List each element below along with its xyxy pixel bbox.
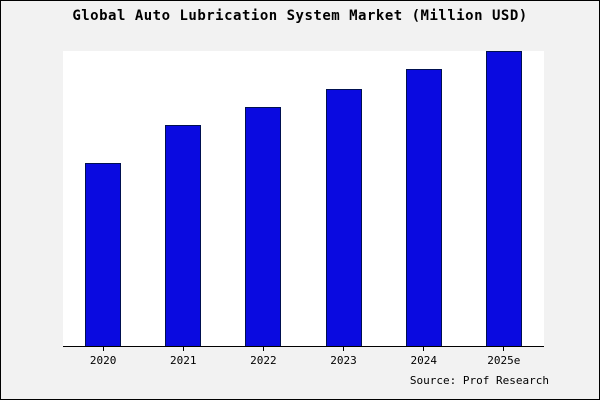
x-axis-label-2024: 2024 — [410, 354, 437, 367]
x-label-cell-2025e: 2025e — [486, 347, 522, 371]
bar-column-2023 — [325, 51, 362, 346]
x-axis-tick — [343, 347, 345, 351]
bar-column-2025e — [485, 51, 522, 346]
x-axis-tick — [423, 347, 425, 351]
bar-2020 — [85, 163, 122, 346]
x-axis-label-2025e: 2025e — [487, 354, 521, 367]
x-axis-tick — [102, 347, 104, 351]
x-label-cell-2022: 2022 — [245, 347, 281, 371]
x-axis-labels: 2020 2021 2022 2023 2024 2025e — [63, 347, 544, 371]
plot-area — [63, 51, 544, 347]
x-label-cell-2020: 2020 — [85, 347, 121, 371]
x-axis-label-2020: 2020 — [89, 354, 117, 367]
x-label-cell-2023: 2023 — [326, 347, 362, 371]
bar-2024 — [405, 69, 442, 346]
bar-2022 — [245, 107, 282, 346]
x-axis-tick — [182, 347, 184, 351]
source-note: Source: Prof Research — [409, 374, 549, 387]
x-axis-label-2022: 2022 — [250, 354, 277, 367]
x-axis-label-2021: 2021 — [169, 354, 197, 367]
bar-column-2022 — [245, 51, 282, 346]
x-label-cell-2021: 2021 — [165, 347, 201, 371]
bar-2021 — [165, 125, 202, 346]
bar-2025e — [485, 51, 522, 346]
bar-column-2024 — [405, 51, 442, 346]
chart-title: Global Auto Lubrication System Market (M… — [72, 8, 528, 24]
x-label-cell-2024: 2024 — [406, 347, 442, 371]
bar-column-2020 — [85, 51, 122, 346]
bar-2023 — [325, 89, 362, 346]
bar-column-2021 — [165, 51, 202, 346]
x-axis-label-2023: 2023 — [330, 354, 357, 367]
x-axis-tick — [503, 347, 505, 351]
x-axis-tick — [262, 347, 264, 351]
